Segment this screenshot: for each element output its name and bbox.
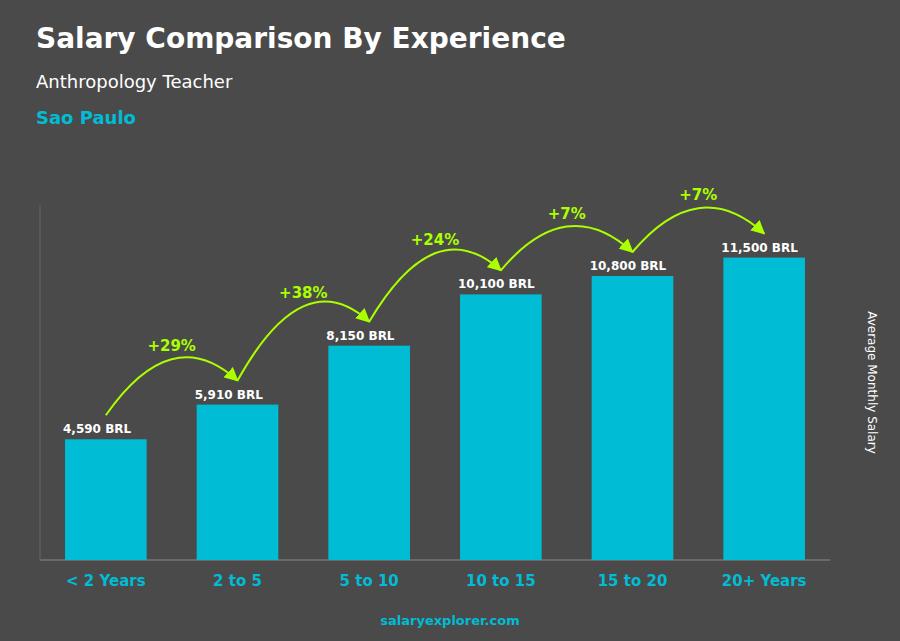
x-tick-label: 20+ Years — [722, 572, 807, 590]
x-tick-label: 10 to 15 — [466, 572, 536, 590]
growth-label: +7% — [548, 205, 586, 223]
growth-arrow — [238, 302, 370, 381]
growth-label: +7% — [679, 186, 717, 204]
y-axis-label: Average Monthly Salary — [865, 311, 879, 454]
growth-arrow — [633, 208, 765, 252]
x-tick-label: 2 to 5 — [213, 572, 262, 590]
growth-arrow — [106, 357, 238, 415]
subtitle: Anthropology Teacher — [36, 71, 233, 92]
growth-label: +29% — [147, 337, 195, 355]
value-label: 8,150 BRL — [326, 329, 395, 343]
value-label: 11,500 BRL — [721, 241, 798, 255]
chart: Salary Comparison By Experience Anthropol… — [0, 0, 900, 641]
title: Salary Comparison By Experience — [36, 22, 566, 55]
bar — [723, 258, 805, 560]
bar — [592, 276, 674, 560]
city: Sao Paulo — [36, 107, 136, 128]
value-label: 10,100 BRL — [458, 277, 535, 291]
bars — [65, 258, 805, 560]
bar — [65, 439, 147, 560]
growth-label: +24% — [411, 231, 459, 249]
background — [0, 0, 900, 641]
x-tick-label: 15 to 20 — [598, 572, 668, 590]
y-axis-line — [40, 205, 41, 560]
bar — [197, 405, 279, 560]
x-axis-line — [40, 560, 830, 561]
x-tick-label: 5 to 10 — [340, 572, 399, 590]
growth-arrow — [369, 249, 501, 321]
bar — [328, 346, 410, 560]
value-label: 10,800 BRL — [590, 259, 667, 273]
growth-arrow — [501, 226, 633, 270]
growth-label: +38% — [279, 284, 327, 302]
watermark: salaryexplorer.com — [380, 613, 519, 628]
value-label: 5,910 BRL — [195, 388, 264, 402]
x-tick-label: < 2 Years — [66, 572, 146, 590]
bar — [460, 294, 542, 560]
value-label: 4,590 BRL — [63, 422, 132, 436]
